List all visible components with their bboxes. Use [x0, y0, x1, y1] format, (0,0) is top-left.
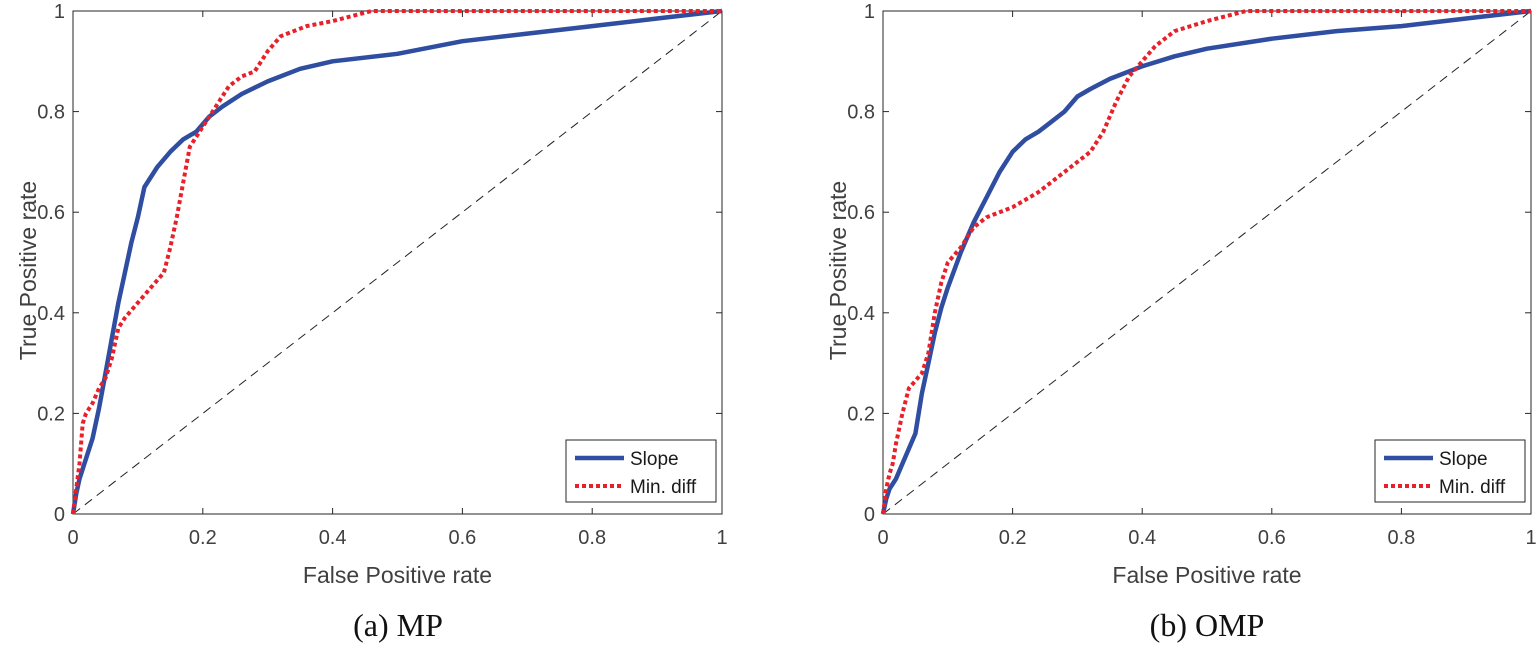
legend-label-min-diff: Min. diff	[1439, 477, 1506, 498]
y-tick-label: 0.8	[37, 102, 65, 124]
x-tick-label: 0.2	[189, 527, 217, 549]
x-tick-label: 0.6	[448, 527, 476, 549]
x-tick-label: 0	[877, 527, 888, 549]
x-tick-label: 0.8	[1387, 527, 1415, 549]
series-line-min-diff	[881, 9, 1531, 515]
y-axis: 0 0.2 0.4 0.6 0.8 1	[37, 1, 722, 526]
legend: Slope Min. diff	[1374, 439, 1526, 503]
y-tick-label: 1	[864, 1, 875, 23]
y-tick-label: 0.6	[37, 202, 65, 224]
x-axis: 0 0.2 0.4 0.6 0.8 1	[67, 11, 728, 549]
legend-label-slope: Slope	[1439, 449, 1488, 470]
series-line-slope	[70, 8, 723, 515]
caption-omp: (b) OMP	[1150, 607, 1265, 643]
y-tick-label: 0.4	[847, 303, 875, 325]
x-axis: 0 0.2 0.4 0.6 0.8 1	[877, 11, 1537, 549]
legend-label-slope: Slope	[630, 449, 679, 470]
y-tick-label: 0	[54, 504, 65, 526]
y-tick-label: 0	[864, 504, 875, 526]
chance-diagonal-line	[882, 10, 1532, 515]
y-axis-label: True Positive rate	[15, 181, 41, 360]
series-layer	[880, 8, 1532, 515]
x-tick-label: 0.4	[319, 527, 347, 549]
x-tick-label: 1	[1525, 527, 1536, 549]
y-tick-label: 0.8	[847, 102, 875, 124]
x-tick-label: 0.8	[578, 527, 606, 549]
chance-diagonal-line	[72, 10, 723, 515]
legend-box	[1374, 439, 1526, 503]
series-line-slope	[880, 8, 1532, 515]
y-axis: 0 0.2 0.4 0.6 0.8 1	[847, 1, 1531, 526]
series-layer	[70, 8, 723, 515]
caption-mp: (a) MP	[353, 607, 443, 643]
x-tick-label: 0.2	[999, 527, 1027, 549]
x-tick-label: 0.6	[1258, 527, 1286, 549]
panel-mp: 0 0.2 0.4 0.6 0.8 1 0 0.2 0.4 0.6 0.8 1 False Posi…	[15, 1, 728, 643]
y-tick-label: 0.6	[847, 202, 875, 224]
y-tick-label: 0.2	[847, 403, 875, 425]
series-line-min-diff	[71, 9, 722, 515]
y-axis-label: True Positive rate	[825, 181, 851, 360]
y-tick-label: 0.4	[37, 303, 65, 325]
x-tick-label: 0	[67, 527, 78, 549]
x-tick-label: 0.4	[1128, 527, 1156, 549]
panel-omp: 0 0.2 0.4 0.6 0.8 1 0 0.2 0.4 0.6 0.8 1 False Posi…	[825, 1, 1537, 643]
y-tick-label: 0.2	[37, 403, 65, 425]
legend: Slope Min. diff	[565, 439, 717, 503]
y-tick-label: 1	[54, 1, 65, 23]
x-axis-label: False Positive rate	[1112, 562, 1301, 588]
x-axis-label: False Positive rate	[303, 562, 492, 588]
legend-label-min-diff: Min. diff	[630, 477, 697, 498]
x-tick-label: 1	[716, 527, 727, 549]
legend-box	[565, 439, 717, 503]
